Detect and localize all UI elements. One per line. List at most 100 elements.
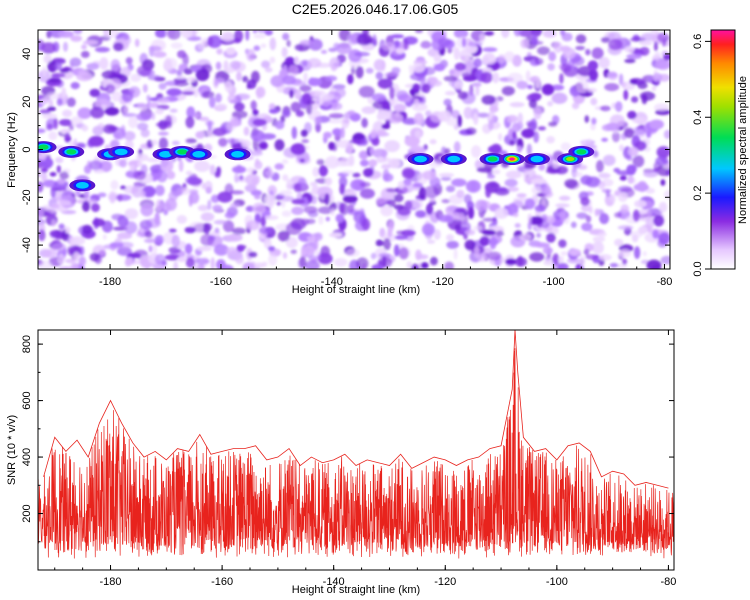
noise-blob [176,75,186,80]
noise-blob [585,254,600,260]
noise-blob [627,110,637,120]
noise-blob [99,57,109,70]
noise-blob [318,215,324,225]
noise-blob [236,71,242,82]
noise-blob [299,256,307,269]
noise-blob [169,108,178,113]
noise-blob [559,73,564,84]
x-tick-label: -80 [657,276,673,288]
colorbar-tick-label: 0.4 [692,110,704,125]
noise-blob [605,122,620,131]
noise-blob [185,176,199,185]
noise-blob [152,243,158,255]
noise-blob [505,170,522,179]
noise-blob [501,30,510,38]
noise-blob [663,190,670,200]
noise-blob [188,193,193,207]
noise-blob [583,248,590,256]
noise-blob [212,204,223,212]
noise-blob [592,236,606,243]
noise-blob [117,232,133,240]
noise-blob [629,78,638,85]
noise-blob [242,262,255,269]
noise-blob [93,169,105,174]
noise-blob [507,186,519,192]
noise-blob [463,75,477,82]
noise-blob [359,181,371,188]
noise-blob [235,93,251,100]
noise-blob [595,160,604,173]
y-tick-label: 600 [21,391,33,409]
noise-blob [558,239,567,248]
noise-blob [340,127,345,139]
noise-blob [133,170,147,181]
noise-blob [420,41,432,49]
noise-blob [657,238,668,248]
noise-blob [474,245,480,258]
noise-blob [217,191,233,203]
noise-blob [492,72,500,84]
noise-blob [200,212,215,222]
noise-blob [633,246,641,259]
noise-blob [197,204,209,212]
hotspot-contour [75,182,89,189]
noise-blob [412,62,426,73]
noise-blob [300,129,308,137]
noise-blob [537,46,550,55]
noise-blob [195,68,210,82]
noise-blob [517,112,523,125]
noise-blob [531,34,538,46]
noise-blob [122,113,137,117]
noise-blob [76,72,93,82]
noise-blob [335,213,345,223]
noise-blob [195,258,210,265]
noise-blob [444,148,451,156]
noise-blob [652,229,659,239]
hotspot-contour [566,156,575,162]
noise-blob [524,198,535,210]
noise-blob [335,139,352,149]
x-tick-label: -160 [211,576,233,588]
noise-blob [376,156,385,164]
noise-blob [655,156,669,166]
noise-blob [529,252,545,262]
noise-blob [587,87,598,93]
noise-blob [173,261,179,269]
hotspot-contour [177,149,188,155]
noise-blob [243,126,250,136]
hotspot-contour [66,149,77,155]
noise-blob [580,175,593,186]
noise-blob [207,36,214,47]
noise-blob [381,42,396,51]
noise-blob [428,160,443,168]
noise-blob [254,160,263,170]
noise-blob [542,246,554,255]
noise-blob [162,260,167,266]
noise-blob [546,215,556,224]
snr-y-label: SNR (10 * v/v) [6,415,18,485]
noise-blob [437,38,452,47]
noise-blob [451,109,460,119]
noise-blob [480,71,493,84]
noise-blob [142,84,148,93]
noise-blob [581,222,593,232]
noise-blob [181,91,195,96]
noise-blob [207,199,212,211]
noise-blob [564,178,579,189]
noise-blob [281,109,291,118]
noise-blob [95,98,110,110]
noise-blob [233,30,244,43]
x-tick-label: -120 [434,576,456,588]
noise-blob [473,225,483,231]
noise-blob [239,175,244,181]
noise-blob [551,84,565,91]
noise-blob [547,63,555,71]
hotspot-contour [38,144,49,150]
noise-blob [281,199,286,208]
noise-blob [281,210,292,217]
colorbar: 0.0 0.2 0.4 0.6 Normalized spectral amplitu… [692,29,749,277]
noise-blob [383,238,391,251]
noise-blob [59,68,70,74]
noise-blob [38,128,46,134]
noise-blob [294,56,299,65]
